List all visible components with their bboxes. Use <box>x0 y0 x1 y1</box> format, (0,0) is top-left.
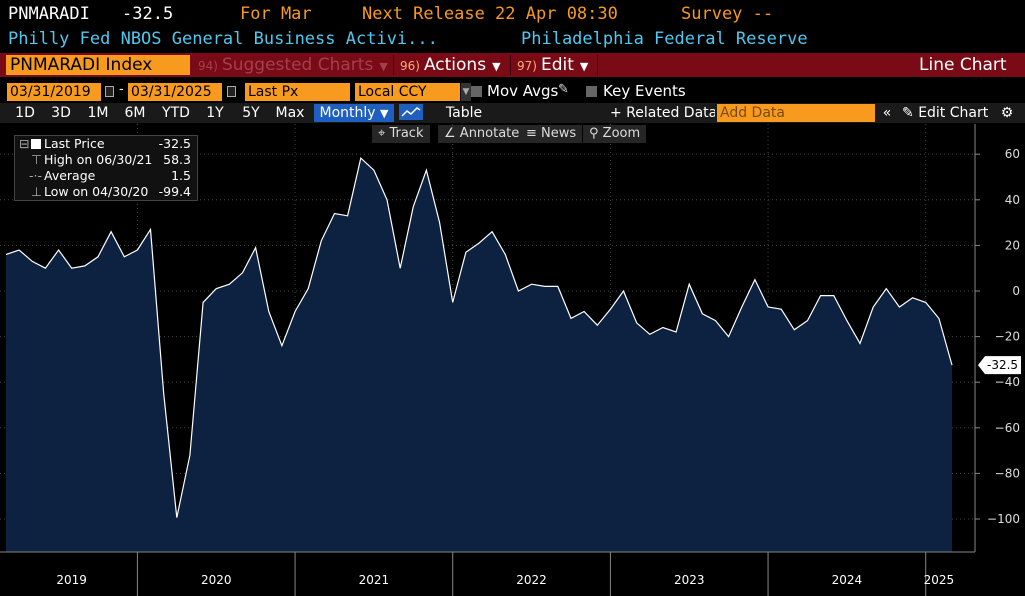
header-bar: PNMARADI -32.5 For Mar Next Release 22 A… <box>0 0 1025 28</box>
news-button[interactable]: ≡ News <box>520 125 583 143</box>
pencil-icon: ✎ <box>902 105 914 121</box>
line-chart-toggle[interactable] <box>398 104 424 122</box>
price-chart[interactable]: 60 40 20 0 −20 −40 −60 −80 −100 2019 2020 2021 2022… <box>0 124 1025 596</box>
range-1m[interactable]: 1M <box>87 105 109 121</box>
zoom-button[interactable]: ⚲ Zoom <box>583 125 647 143</box>
legend-low: ⊥ Low on 04/30/20 -99.4 <box>31 184 191 199</box>
x-year-label: 2021 <box>359 573 390 587</box>
y-tick-label: −60 <box>995 421 1020 435</box>
y-tick-label: −40 <box>995 375 1020 389</box>
x-year-label: 2022 <box>516 573 547 587</box>
calendar-icon[interactable] <box>105 86 114 97</box>
edit-chart-button[interactable]: ✎ Edit Chart <box>902 105 989 121</box>
legend-average: -·- Average 1.5 <box>29 168 191 183</box>
range-1d[interactable]: 1D <box>15 105 35 121</box>
key-events-checkbox[interactable] <box>586 86 597 97</box>
legend-last-price: ⊟ Last Price -32.5 <box>19 136 191 151</box>
description-bar: Philly Fed NBOS General Business Activi.… <box>0 28 1025 52</box>
y-tick-label: 0 <box>1012 284 1020 298</box>
ticker-symbol: PNMARADI <box>8 4 90 24</box>
chevron-down-icon: ▼ <box>380 107 389 120</box>
table-button[interactable]: Table <box>445 105 483 121</box>
range-3d[interactable]: 3D <box>51 105 71 121</box>
series-area <box>6 158 952 552</box>
last-value-tag: -32.5 <box>978 356 1021 375</box>
annotate-icon: ∠ <box>444 126 456 141</box>
start-date-field[interactable]: 03/31/2019 <box>7 83 101 101</box>
add-data-input[interactable]: Add Data <box>717 104 875 122</box>
edit-button[interactable]: 97) Edit ▼ <box>517 55 589 75</box>
legend-high: ⊤ High on 06/30/21 58.3 <box>31 152 191 167</box>
mov-avgs-checkbox[interactable] <box>471 86 482 97</box>
y-tick-label: 20 <box>1005 238 1020 252</box>
range-row: 1D 3D 1M 6M YTD 1Y 5Y Max Monthly ▼ Tabl… <box>0 103 1025 123</box>
source-name: Philadelphia Federal Reserve <box>521 29 808 49</box>
range-max[interactable]: Max <box>275 105 305 121</box>
annotate-button[interactable]: ∠ Annotate <box>438 125 526 143</box>
survey-label: Survey -- <box>681 4 774 24</box>
y-tick-label: 40 <box>1005 193 1020 207</box>
currency-selector[interactable]: Local CCY <box>355 83 460 101</box>
x-year-label: 2019 <box>56 573 87 587</box>
line-chart-icon <box>399 104 423 120</box>
collapse-icon[interactable]: ⊟ <box>19 136 30 151</box>
frequency-selector[interactable]: Monthly ▼ <box>314 104 394 122</box>
x-axis-band <box>0 552 1025 596</box>
range-ytd[interactable]: YTD <box>162 105 190 121</box>
field-selector[interactable]: Last Px <box>245 83 350 101</box>
x-axis: 2019 2020 2021 2022 2023 2024 2025 <box>0 551 1025 596</box>
x-year-label: 2020 <box>201 573 232 587</box>
calendar-icon[interactable] <box>227 86 236 97</box>
pencil-icon[interactable]: ✎ <box>558 82 569 97</box>
x-year-label: 2025 <box>924 573 955 587</box>
y-tick-label: −80 <box>995 466 1020 480</box>
divider <box>510 55 511 75</box>
next-release: Next Release 22 Apr 08:30 <box>362 4 618 24</box>
y-tick-label: −100 <box>987 512 1020 526</box>
actions-button[interactable]: 96) Actions ▼ <box>400 55 501 75</box>
related-data-button[interactable]: + Related Data <box>610 105 715 121</box>
mov-avgs-label: Mov Avgs <box>487 82 559 100</box>
news-icon: ≡ <box>526 126 537 141</box>
collapse-icon[interactable]: « <box>882 105 892 121</box>
suggested-charts-button[interactable]: 94) Suggested Charts ▼ <box>198 55 388 75</box>
chevron-down-icon: ▼ <box>492 60 501 73</box>
chart-type-label[interactable]: Line Chart <box>919 55 1007 75</box>
average-marker-icon: -·- <box>29 168 42 183</box>
y-tick-label: −20 <box>995 330 1020 344</box>
range-6m[interactable]: 6M <box>124 105 146 121</box>
last-value-label: -32.5 <box>987 358 1018 372</box>
key-events-label: Key Events <box>603 82 686 100</box>
series-swatch <box>31 139 41 149</box>
divider <box>393 55 394 75</box>
chevron-down-icon[interactable]: ▼ <box>461 83 471 101</box>
end-date-field[interactable]: 03/31/2025 <box>128 83 222 101</box>
function-toolbar: PNMARADI Index 94) Suggested Charts ▼ 96) A… <box>0 53 1025 77</box>
low-marker-icon: ⊥ <box>31 184 42 199</box>
chart-legend: ⊟ Last Price -32.5 ⊤ High on 06/30/21 58… <box>14 135 198 201</box>
security-description: Philly Fed NBOS General Business Activi.… <box>8 29 438 49</box>
track-button[interactable]: ⌖ Track <box>372 125 430 143</box>
last-value: -32.5 <box>122 4 174 24</box>
date-separator: - <box>119 82 124 97</box>
range-5y[interactable]: 5Y <box>242 105 260 121</box>
y-axis: 60 40 20 0 −20 −40 −60 −80 −100 <box>974 124 1020 552</box>
crosshair-icon: ⌖ <box>378 126 386 141</box>
high-marker-icon: ⊤ <box>31 152 42 167</box>
security-field[interactable]: PNMARADI Index <box>6 55 190 75</box>
range-1y[interactable]: 1Y <box>206 105 224 121</box>
gear-icon[interactable]: ⚙ <box>1000 105 1014 121</box>
x-year-label: 2023 <box>674 573 705 587</box>
divider <box>597 55 598 75</box>
period-label: For Mar <box>240 4 312 24</box>
chevron-down-icon: ▼ <box>579 60 589 73</box>
x-year-label: 2024 <box>832 573 863 587</box>
chevron-down-icon: ▼ <box>379 60 388 73</box>
series-line <box>5 156 953 518</box>
zoom-icon: ⚲ <box>589 126 599 141</box>
y-tick-label: 60 <box>1005 147 1020 161</box>
date-range-row: 03/31/2019 - 03/31/2025 Last Px Local CC… <box>0 82 1025 102</box>
